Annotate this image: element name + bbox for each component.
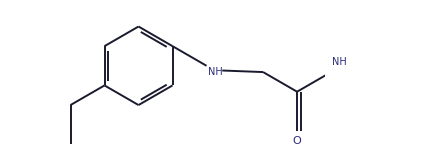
Text: O: O <box>293 136 301 146</box>
Text: NH: NH <box>208 67 223 77</box>
Text: NH: NH <box>332 57 347 67</box>
